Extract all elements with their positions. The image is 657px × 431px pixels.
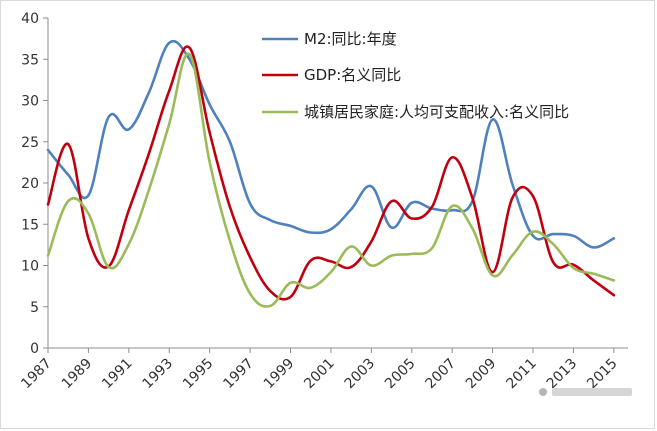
x-tick-label: 2015 <box>584 356 621 393</box>
y-tick-label: 10 <box>21 259 39 275</box>
x-tick-label: 1999 <box>261 356 298 393</box>
series-line-0 <box>46 39 616 249</box>
series-line-1 <box>46 45 616 301</box>
y-tick-label: 0 <box>30 341 39 357</box>
x-tick-label: 1993 <box>140 356 177 393</box>
x-tick-label: 1995 <box>180 356 217 393</box>
y-tick-label: 15 <box>21 217 39 233</box>
x-tick-label: 2005 <box>382 356 419 393</box>
y-tick-label: 25 <box>21 135 39 151</box>
series-layer <box>46 39 616 308</box>
y-tick-label: 5 <box>30 300 39 316</box>
y-tick-label: 20 <box>21 176 39 192</box>
watermark <box>539 388 632 396</box>
x-tick-label: 2003 <box>342 356 379 393</box>
x-tick-label: 1987 <box>18 356 55 393</box>
x-tick-label: 2013 <box>544 356 581 393</box>
x-tick-label: 2011 <box>503 356 540 393</box>
legend-label-1: GDP:名义同比 <box>304 66 401 84</box>
x-tick-label: 2009 <box>463 356 500 393</box>
watermark-mark <box>552 388 632 396</box>
legend-label-0: M2:同比:年度 <box>304 30 397 48</box>
x-tick-label: 2001 <box>301 356 338 393</box>
x-tick-label: 1989 <box>59 356 96 393</box>
legend-label-2: 城镇居民家庭:人均可支配收入:名义同比 <box>304 103 569 121</box>
watermark-icon <box>539 388 547 396</box>
y-tick-label: 40 <box>21 11 39 27</box>
y-tick-label: 30 <box>21 94 39 110</box>
x-tick-label: 1991 <box>99 356 136 393</box>
y-tick-label: 35 <box>21 52 39 68</box>
series-line-2 <box>46 52 616 308</box>
x-tick-label: 1997 <box>220 356 257 393</box>
x-tick-label: 2007 <box>422 356 459 393</box>
